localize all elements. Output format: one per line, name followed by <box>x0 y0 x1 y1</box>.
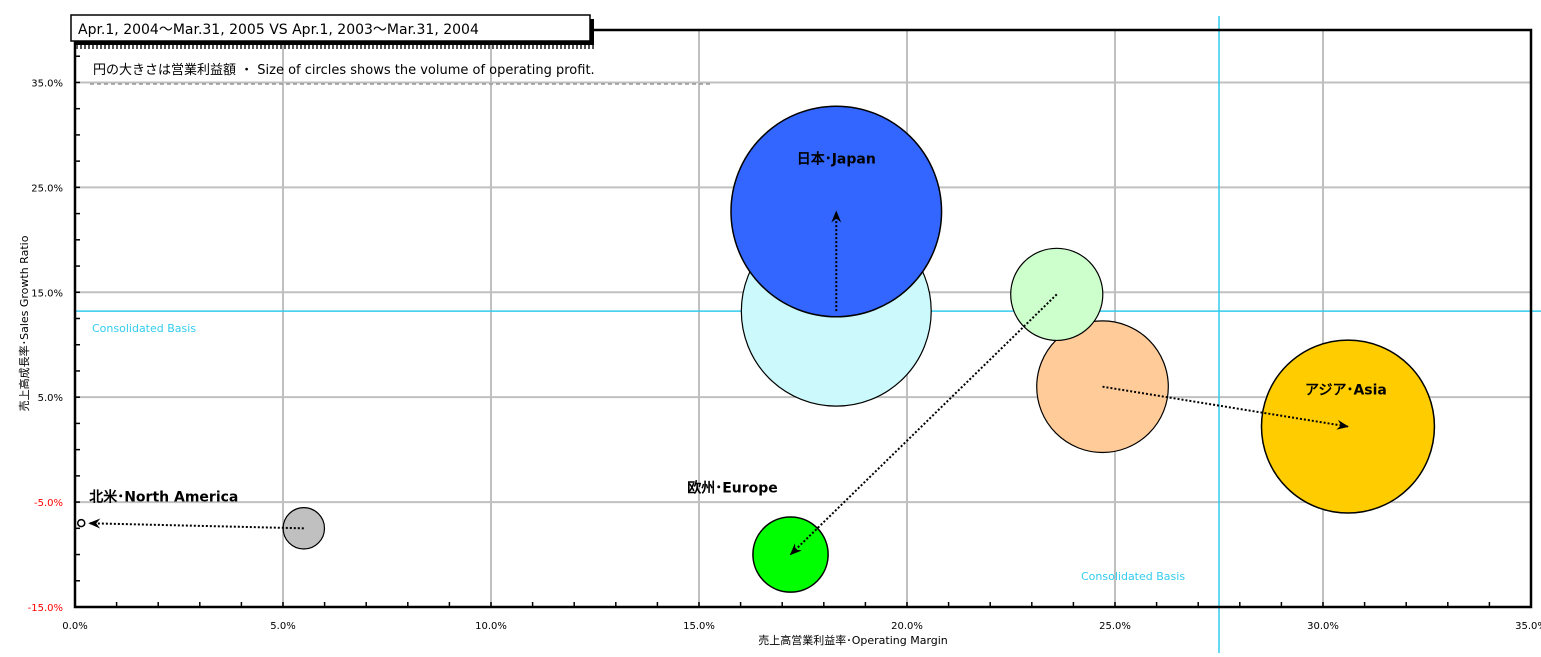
region-label: 日本･Japan <box>797 150 876 167</box>
y-tick-label: 5.0% <box>38 393 63 404</box>
y-tick-label: 25.0% <box>31 183 63 194</box>
chart-title: Apr.1, 2004～Mar.31, 2005 VS Apr.1, 2003～… <box>78 22 479 38</box>
chart-subtitle: 円の大きさは営業利益額 ・ Size of circles shows the … <box>93 62 595 78</box>
y-axis-label: 売上高成長率･Sales Growth Ratio <box>17 235 31 411</box>
region-label: 北米･North America <box>89 488 238 505</box>
consolidated-basis-label-horizontal: Consolidated Basis <box>92 322 196 335</box>
movement-arrow <box>1102 385 1349 430</box>
y-tick-label: 15.0% <box>31 288 63 299</box>
x-tick-label: 15.0% <box>683 621 715 632</box>
x-tick-label: 5.0% <box>270 621 295 632</box>
y-tick-label: 35.0% <box>31 78 63 89</box>
axes-layer: 0.0% 5.0% 10.0% 15.0% 20.0% 25.0% 30.0% 35.0% 35… <box>17 28 1541 647</box>
title-layer: Apr.1, 2004～Mar.31, 2005 VS Apr.1, 2003～… <box>70 14 710 85</box>
labels-layer: 日本･Japan アジア･Asia 欧州･Europe 北米･North Americ… <box>89 150 1387 505</box>
plot-frame <box>73 28 1533 609</box>
region-label: アジア･Asia <box>1305 383 1387 399</box>
x-tick-label: 20.0% <box>891 621 923 632</box>
y-tick-label: -5.0% <box>34 498 63 509</box>
title-box <box>70 14 591 42</box>
x-tick-label: 10.0% <box>475 621 507 632</box>
x-tick-label: 35.0% <box>1515 621 1541 632</box>
bubble-current-year <box>752 516 829 593</box>
x-tick-label: 30.0% <box>1307 621 1339 632</box>
y-tick-label: -15.0% <box>28 603 63 614</box>
bubble-current-year <box>76 518 86 528</box>
x-axis-label: 売上高営業利益率･Operating Margin <box>758 633 948 647</box>
region-label: 欧州･Europe <box>687 480 778 497</box>
arrows-layer <box>88 210 1349 556</box>
x-tick-label: 0.0% <box>62 621 87 632</box>
x-tick-label: 25.0% <box>1099 621 1131 632</box>
bubbles-layer <box>76 105 1436 593</box>
consolidated-basis-label-vertical: Consolidated Basis <box>1081 570 1185 583</box>
